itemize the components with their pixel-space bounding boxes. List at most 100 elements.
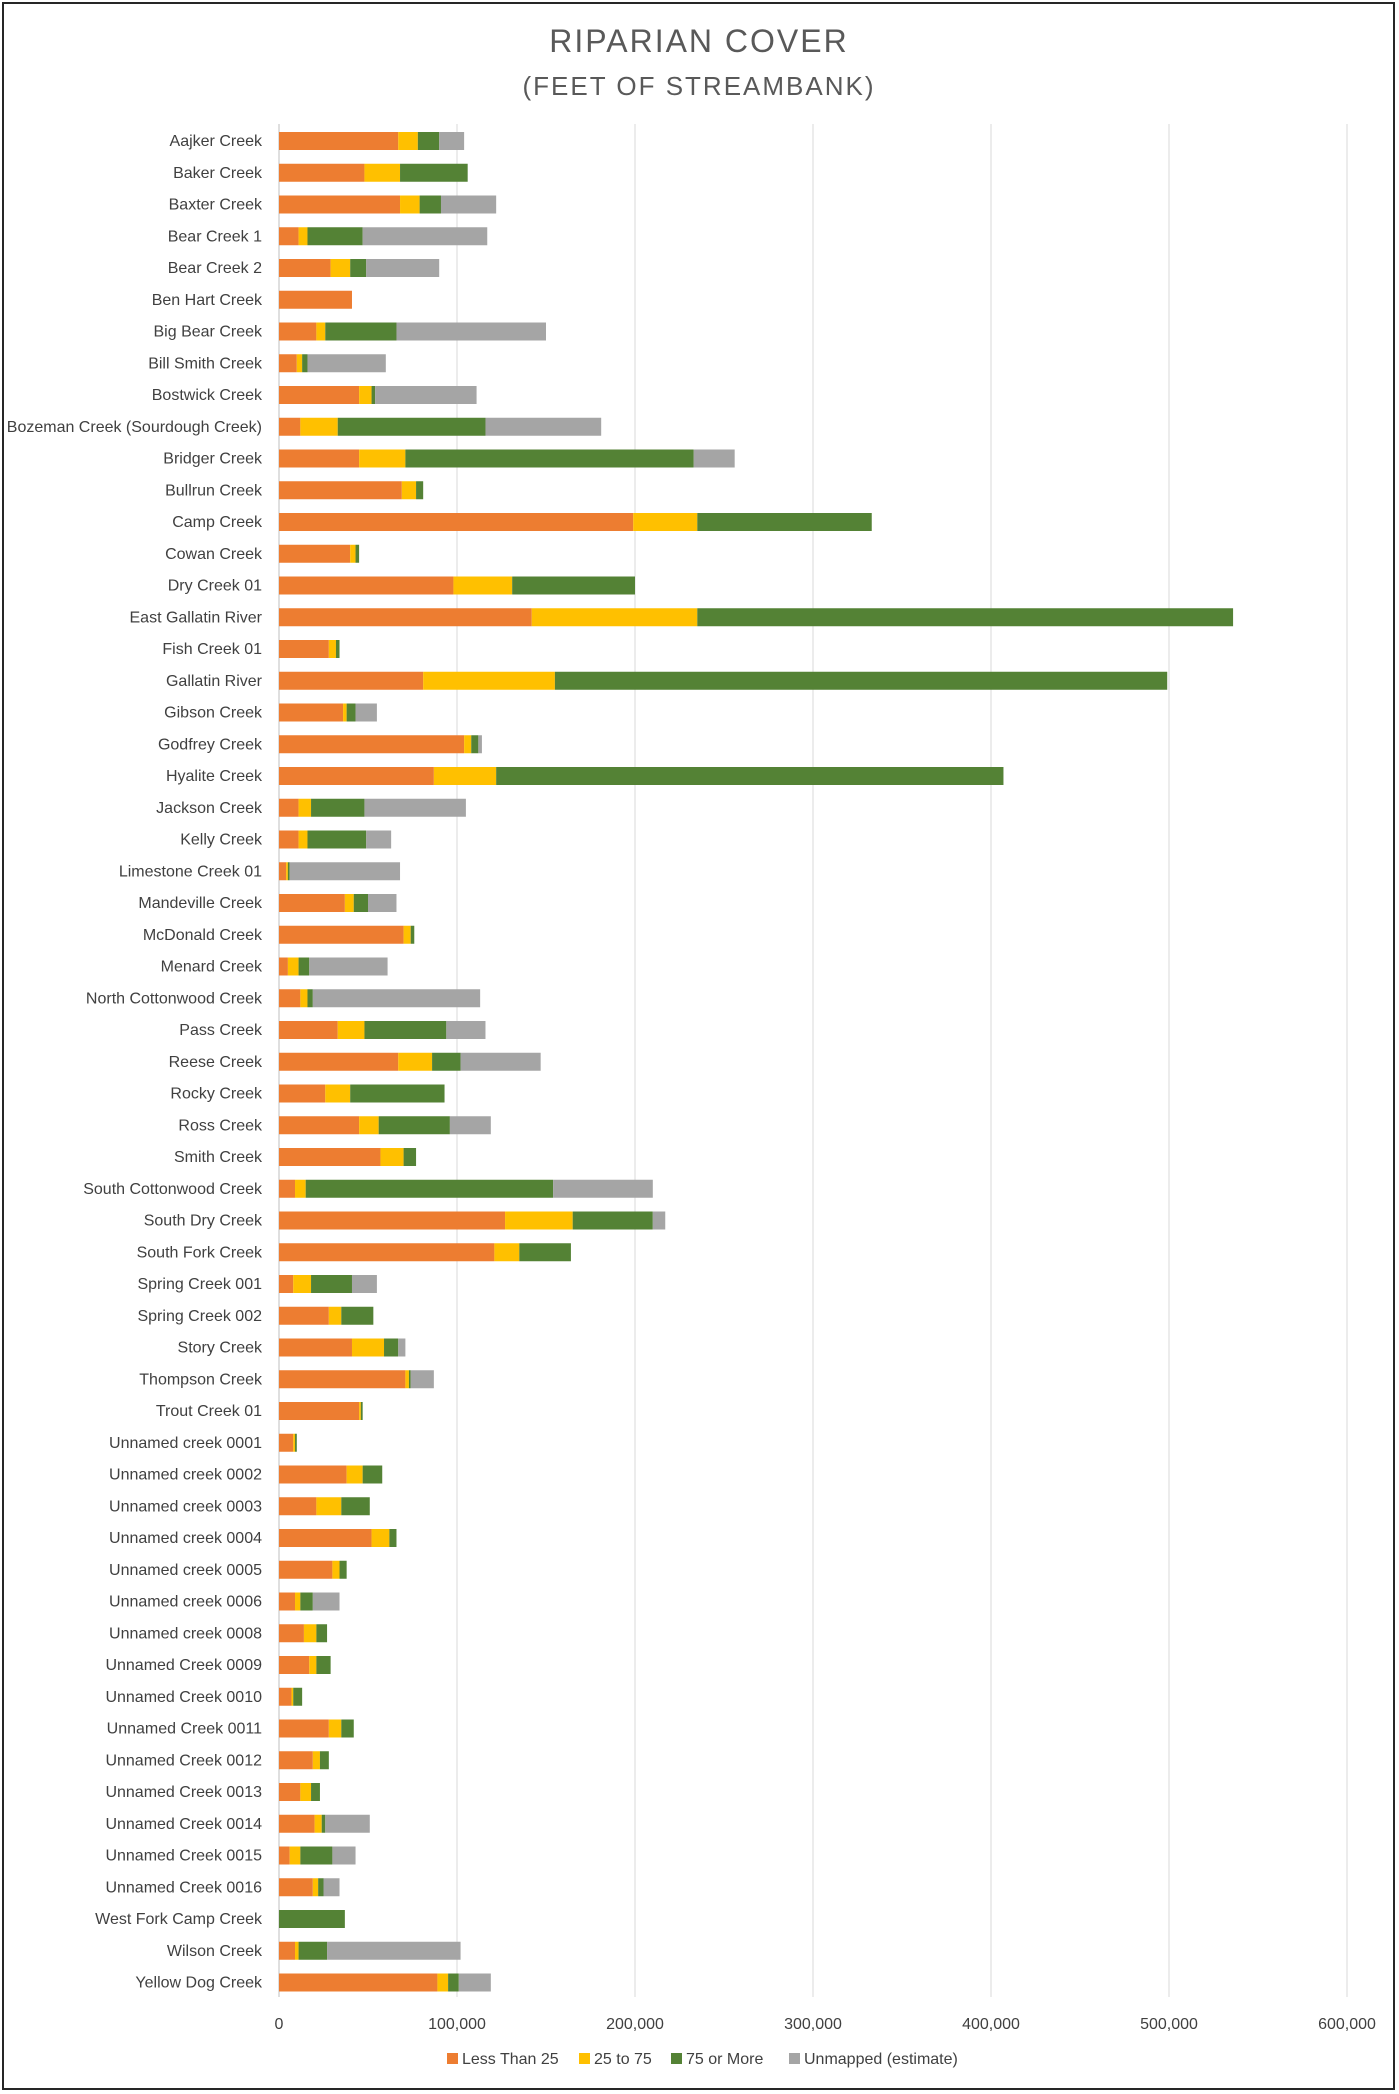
bar-segment-25-to-75	[332, 1560, 340, 1579]
bar-segment-25-to-75	[433, 767, 497, 785]
bar-segment-75-or-more	[697, 513, 872, 531]
bar-segment-75-or-more	[371, 386, 376, 404]
bar-segment-less-than-25	[279, 1751, 313, 1770]
bar-segment-less-than-25	[279, 1275, 294, 1293]
x-tick-label: 300,000	[784, 2016, 842, 2033]
bar-segment-25-to-75	[295, 1941, 299, 1960]
bar-segment-25-to-75	[298, 830, 308, 849]
category-label: Baxter Creek	[169, 197, 263, 214]
bar-segment-less-than-25	[279, 1148, 381, 1166]
bar-segment-25-to-75	[309, 1656, 317, 1674]
category-label: Unnamed Creek 0009	[105, 1657, 262, 1674]
category-label: Spring Creek 001	[137, 1276, 262, 1293]
category-label: Bozeman Creek (Sourdough Creek)	[7, 419, 262, 436]
category-label: Unnamed Creek 0010	[105, 1689, 262, 1706]
category-label: Ben Hart Creek	[152, 292, 263, 309]
bar-segment-25-to-75	[316, 322, 326, 341]
bar-segment-75-or-more	[300, 1846, 333, 1865]
bar-segment-unmapped-estimate	[439, 132, 465, 150]
category-label: Gibson Creek	[164, 705, 263, 722]
bar-segment-unmapped-estimate	[396, 322, 546, 341]
category-labels: Aajker Creek Baker Creek Baxter Creek Bear …	[7, 133, 263, 1992]
bar-segment-unmapped-estimate	[362, 227, 488, 246]
bar-segment-less-than-25	[279, 227, 299, 246]
bar-segment-75-or-more	[512, 576, 635, 595]
bar-segment-25-to-75	[293, 1433, 296, 1452]
category-label: Bear Creek 2	[168, 260, 262, 277]
bar-segment-75-or-more	[355, 544, 360, 563]
x-tick-label: 500,000	[1140, 2016, 1198, 2033]
bar-segment-75-or-more	[293, 1687, 303, 1706]
bar-segment-less-than-25	[279, 259, 331, 277]
bar-segment-75-or-more	[335, 640, 340, 658]
bar-segment-less-than-25	[279, 671, 424, 690]
bar-segment-75-or-more	[416, 481, 424, 500]
bar-segment-less-than-25	[279, 1624, 304, 1643]
bar-segment-less-than-25	[279, 1338, 352, 1357]
bar-segment-unmapped-estimate	[323, 1878, 340, 1897]
bar-segment-less-than-25	[279, 417, 301, 436]
bar-segment-75-or-more	[572, 1211, 653, 1230]
x-tick-labels: 0 100,000 200,000 300,000 400,000 500,000 600,…	[275, 2016, 1376, 2033]
bar-segment-75-or-more	[287, 862, 290, 881]
bar-segment-25-to-75	[405, 1370, 409, 1389]
bar-segment-less-than-25	[279, 830, 299, 849]
category-label: Fish Creek 01	[162, 641, 262, 658]
bar-segment-less-than-25	[279, 322, 317, 341]
category-label: Cowan Creek	[165, 546, 263, 563]
bar-segment-less-than-25	[279, 703, 344, 722]
bar-segment-75-or-more	[350, 259, 367, 277]
bar-segment-unmapped-estimate	[693, 449, 735, 468]
bar-segment-25-to-75	[325, 1084, 351, 1103]
category-label: Unnamed creek 0002	[109, 1467, 262, 1484]
bar-segment-less-than-25	[279, 989, 301, 1008]
bar-segment-25-to-75	[350, 544, 356, 563]
bar-segment-75-or-more	[384, 1338, 399, 1357]
bar-segment-less-than-25	[279, 1084, 326, 1103]
category-label: Reese Creek	[169, 1054, 263, 1071]
x-tick-label: 200,000	[606, 2016, 664, 2033]
bar-segment-25-to-75	[494, 1243, 520, 1262]
bar-segment-less-than-25	[279, 1878, 313, 1897]
category-label: Unnamed Creek 0012	[105, 1752, 262, 1769]
bar-segment-75-or-more	[316, 1624, 328, 1643]
category-label: Mandeville Creek	[138, 895, 263, 912]
category-label: Unnamed Creek 0016	[105, 1879, 262, 1896]
bar-segment-25-to-75	[343, 703, 347, 722]
bar-segment-less-than-25	[279, 1465, 347, 1484]
category-label: Yellow Dog Creek	[135, 1975, 263, 1992]
bar-segment-less-than-25	[279, 132, 399, 150]
category-label: Bridger Creek	[163, 451, 263, 468]
bar-segment-25-to-75	[328, 1719, 342, 1738]
bar-segment-unmapped-estimate	[366, 830, 392, 849]
bar-segment-75-or-more	[400, 163, 468, 182]
bar-segment-less-than-25	[279, 1179, 296, 1198]
bar-segment-75-or-more	[697, 608, 1234, 627]
legend-label: 25 to 75	[594, 2051, 652, 2068]
category-label: Limestone Creek 01	[119, 863, 262, 880]
category-label: Unnamed Creek 0014	[105, 1816, 262, 1833]
bar-segment-unmapped-estimate	[652, 1211, 666, 1230]
bar-segment-75-or-more	[519, 1243, 571, 1262]
bar-segment-less-than-25	[279, 894, 345, 912]
category-label: McDonald Creek	[143, 927, 263, 944]
bar-segment-unmapped-estimate	[325, 1814, 370, 1833]
bar-segment-unmapped-estimate	[351, 1275, 377, 1293]
category-label: Unnamed Creek 0015	[105, 1848, 262, 1865]
bar-segment-75-or-more	[341, 1306, 374, 1325]
bar-segment-less-than-25	[279, 862, 287, 881]
category-label: Bill Smith Creek	[148, 355, 263, 372]
bar-segment-25-to-75	[314, 1814, 322, 1833]
bar-segment-25-to-75	[505, 1211, 573, 1230]
legend-swatch	[789, 2053, 800, 2064]
bar-segment-less-than-25	[279, 576, 454, 595]
bar-segment-25-to-75	[453, 576, 513, 595]
bar-segment-less-than-25	[279, 608, 532, 627]
bar-segment-25-to-75	[633, 513, 698, 531]
category-label: Gallatin River	[166, 673, 263, 690]
bar-segment-less-than-25	[279, 1306, 329, 1325]
legend-label: Less Than 25	[462, 2051, 559, 2068]
category-label: Big Bear Creek	[154, 324, 263, 341]
bar-segment-25-to-75	[531, 608, 698, 627]
